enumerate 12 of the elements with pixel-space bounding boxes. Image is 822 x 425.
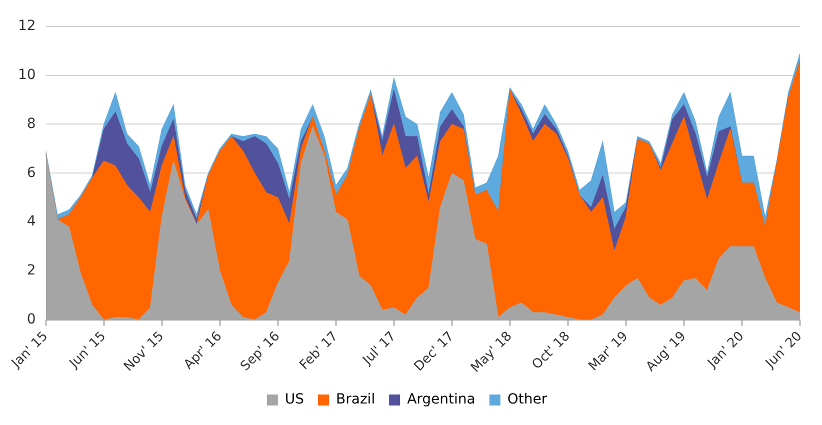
- legend-label: Brazil: [336, 392, 376, 408]
- y-tick-label: 2: [26, 262, 36, 279]
- legend-label: US: [284, 392, 304, 408]
- y-tick-label: 10: [18, 66, 36, 83]
- legend-label: Other: [507, 392, 548, 408]
- y-tick-label: 12: [18, 18, 36, 34]
- x-tick-label: Jul' 17: [360, 328, 400, 368]
- y-tick-label: 4: [26, 214, 36, 230]
- y-tick-label: 0: [26, 311, 36, 328]
- y-tick-label: 6: [26, 164, 36, 181]
- y-tick-label: 8: [26, 116, 36, 132]
- legend-label: Argentina: [407, 392, 476, 408]
